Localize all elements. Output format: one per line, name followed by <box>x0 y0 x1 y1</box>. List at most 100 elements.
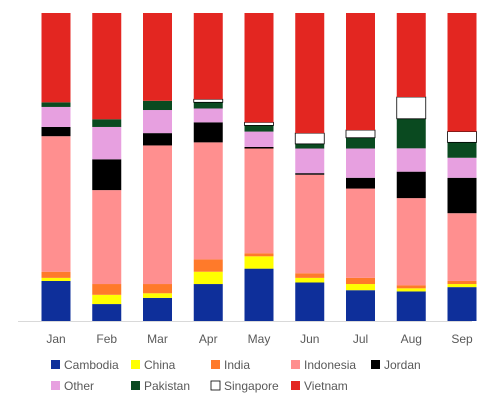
legend-swatch-vietnam <box>291 381 300 390</box>
bar-pakistan-sep <box>447 142 477 158</box>
bar-vietnam-aug <box>396 13 426 97</box>
bar-indonesia-aug <box>396 198 426 286</box>
legend-label-jordan: Jordan <box>384 358 421 372</box>
legend-item-other: Other <box>51 379 94 393</box>
legend-item-jordan: Jordan <box>371 358 421 372</box>
bar-china-mar <box>143 293 172 298</box>
legend-item-pakistan: Pakistan <box>131 379 190 393</box>
bar-jordan-jan <box>41 126 71 137</box>
bar-vietnam-may <box>244 13 274 123</box>
bar-india-aug <box>396 285 426 289</box>
bar-india-jun <box>295 273 325 278</box>
legend-label-vietnam: Vietnam <box>304 379 348 393</box>
bar-pakistan-feb <box>92 119 122 127</box>
bar-india-jan <box>41 271 71 278</box>
bar-jordan-jul <box>346 177 375 189</box>
legend-item-india: India <box>211 358 250 372</box>
bar-other-aug <box>396 148 426 172</box>
legend-swatch-pakistan <box>131 381 140 390</box>
bar-singapore-jun <box>294 132 325 145</box>
bar-singapore-apr <box>193 98 224 103</box>
legend-label-china: China <box>144 358 176 372</box>
bar-pakistan-jan <box>41 102 71 107</box>
legend-item-vietnam: Vietnam <box>291 379 348 393</box>
bar-vietnam-mar <box>143 13 172 101</box>
bar-other-mar <box>143 110 172 134</box>
bar-jordan-may <box>244 146 274 149</box>
bar-cambodia-aug <box>396 291 426 321</box>
legend-item-cambodia: Cambodia <box>51 358 119 372</box>
bar-pakistan-mar <box>143 100 172 111</box>
bar-jordan-feb <box>92 159 122 191</box>
bar-singapore-jul <box>345 129 376 139</box>
x-tick-label: Jun <box>300 332 319 346</box>
x-tick-label: Feb <box>96 332 117 346</box>
legend-swatch-singapore <box>210 380 221 391</box>
x-tick-label: Apr <box>199 332 218 346</box>
bar-india-feb <box>92 284 122 295</box>
bar-singapore-aug <box>396 96 427 120</box>
bar-vietnam-feb <box>92 13 122 120</box>
bar-other-jan <box>41 106 71 127</box>
bar-pakistan-may <box>244 125 274 132</box>
bar-cambodia-jan <box>41 280 71 321</box>
bar-jordan-aug <box>396 171 426 199</box>
bar-pakistan-apr <box>193 102 223 109</box>
bar-other-feb <box>92 126 122 160</box>
legend-item-indonesia: Indonesia <box>291 358 356 372</box>
bar-jordan-sep <box>447 177 477 214</box>
bar-india-sep <box>447 280 477 285</box>
bar-indonesia-jul <box>346 188 375 278</box>
bar-vietnam-apr <box>193 13 223 100</box>
bar-pakistan-jun <box>295 143 325 149</box>
bar-china-sep <box>447 284 477 288</box>
bar-india-may <box>244 253 274 257</box>
legend-item-china: China <box>131 358 176 372</box>
bar-vietnam-jun <box>295 13 325 134</box>
bar-india-jul <box>346 277 375 285</box>
x-tick-label: Sep <box>451 332 473 346</box>
bar-china-jun <box>295 277 325 283</box>
bar-cambodia-feb <box>92 304 122 321</box>
legend-label-indonesia: Indonesia <box>304 358 356 372</box>
bar-cambodia-apr <box>193 284 223 321</box>
bar-cambodia-mar <box>143 297 172 321</box>
bar-vietnam-jan <box>41 13 71 103</box>
bar-cambodia-may <box>244 268 274 321</box>
legend-label-india: India <box>224 358 250 372</box>
legend-swatch-other <box>51 381 60 390</box>
bar-other-may <box>244 131 274 147</box>
bar-cambodia-jun <box>295 282 325 321</box>
legend-label-singapore: Singapore <box>224 379 279 393</box>
bar-china-feb <box>92 294 122 305</box>
bar-other-apr <box>193 108 223 123</box>
bar-jordan-jun <box>295 173 325 175</box>
legend-label-cambodia: Cambodia <box>64 358 119 372</box>
bar-singapore-sep <box>447 131 477 143</box>
bar-indonesia-jun <box>295 174 325 274</box>
bar-vietnam-sep <box>447 13 477 132</box>
bar-indonesia-jan <box>41 136 71 272</box>
legend-swatch-china <box>131 360 140 369</box>
bar-india-apr <box>193 259 223 272</box>
bar-indonesia-feb <box>92 190 122 285</box>
bar-indonesia-apr <box>193 142 223 260</box>
bar-indonesia-sep <box>447 213 477 281</box>
bar-other-jul <box>346 148 375 178</box>
bar-other-jun <box>295 148 325 174</box>
bar-vietnam-jul <box>346 13 375 131</box>
bar-pakistan-jul <box>346 137 375 149</box>
x-tick-label: Jul <box>353 332 368 346</box>
bar-india-mar <box>143 284 172 294</box>
bar-jordan-mar <box>143 133 172 146</box>
legend-swatch-jordan <box>371 360 380 369</box>
bar-china-jan <box>41 277 71 281</box>
legend-label-pakistan: Pakistan <box>144 379 190 393</box>
bar-pakistan-aug <box>396 118 426 149</box>
legend-item-singapore: Singapore <box>210 379 279 393</box>
x-tick-label: May <box>248 332 271 346</box>
legend-swatch-cambodia <box>51 360 60 369</box>
bar-singapore-may <box>244 121 274 126</box>
bar-cambodia-sep <box>447 287 477 321</box>
